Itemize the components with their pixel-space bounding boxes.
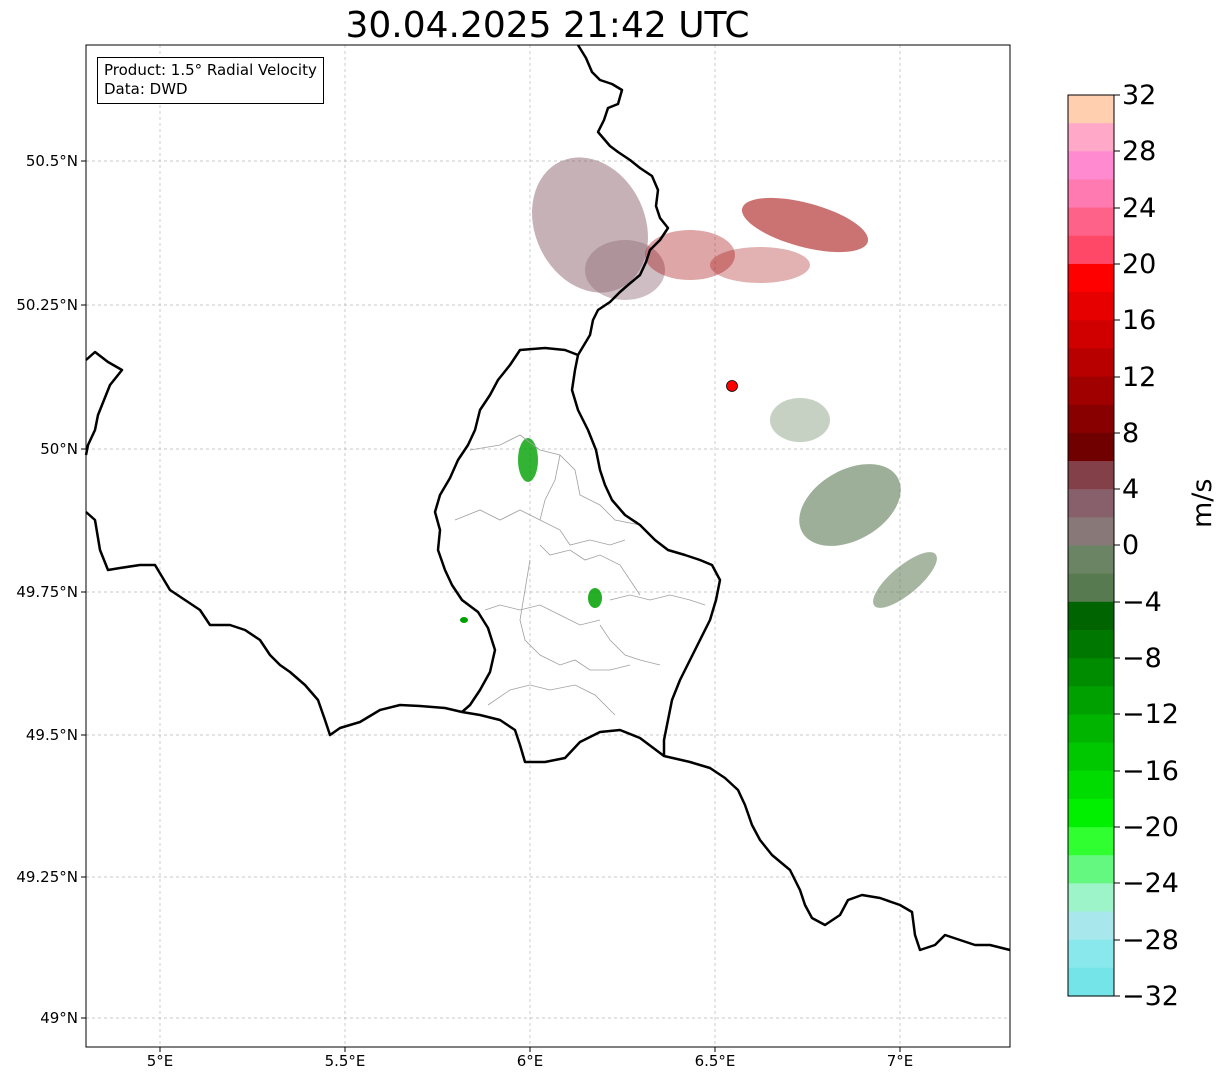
product-label: Product: 1.5° Radial Velocity — [104, 61, 317, 79]
y-tick-label: 49.25°N — [16, 868, 78, 886]
colorbar-tick-label: −32 — [1122, 981, 1179, 1012]
colorbar-tick-label: 20 — [1122, 249, 1157, 280]
tick-marks — [81, 160, 901, 1052]
echoes-red — [645, 197, 869, 283]
colorbar-swatch — [1068, 320, 1114, 350]
colorbar-swatch — [1068, 686, 1114, 716]
colorbar-swatch — [1068, 770, 1114, 800]
colorbar-swatch — [1068, 545, 1114, 575]
colorbar-swatch — [1068, 827, 1114, 856]
colorbar-swatch — [1068, 263, 1114, 293]
echoes-darkgreen — [770, 398, 937, 608]
x-tick-label: 5°E — [146, 1052, 174, 1070]
colorbar-ticks — [1114, 94, 1120, 997]
colorbar-tick-label: −28 — [1122, 925, 1179, 956]
colorbar-tick-label: 24 — [1122, 193, 1157, 224]
colorbar-tick-label: 28 — [1122, 136, 1157, 167]
colorbar-tick-label: −16 — [1122, 756, 1179, 787]
colorbar-tick-label: 16 — [1122, 305, 1157, 336]
colorbar-tick-label: 8 — [1122, 418, 1140, 449]
colorbar-tick-label: −20 — [1122, 812, 1179, 843]
colorbar-tick-label: 0 — [1122, 530, 1140, 561]
colorbar-swatch — [1068, 855, 1114, 884]
colorbar-swatch — [1068, 629, 1114, 659]
colorbar-swatch — [1068, 742, 1114, 772]
colorbar-swatch — [1068, 207, 1114, 237]
colorbar-unit-label: m/s — [1187, 478, 1218, 528]
country-borders — [84, 44, 1011, 952]
colorbar-swatch — [1068, 658, 1114, 687]
colorbar-swatch — [1068, 461, 1114, 490]
colorbar-swatch — [1068, 967, 1114, 997]
colorbar-tick-label: 32 — [1122, 80, 1157, 111]
colorbar-swatch — [1068, 376, 1114, 406]
colorbar-tick-label: −4 — [1122, 587, 1162, 618]
colorbar — [1068, 95, 1114, 997]
colorbar-swatch — [1068, 714, 1114, 744]
colorbar-tick-label: 4 — [1122, 474, 1140, 505]
colorbar-tick-label: 12 — [1122, 362, 1157, 393]
gridlines — [86, 45, 1010, 1047]
colorbar-swatch — [1068, 573, 1114, 603]
y-tick-label: 50°N — [40, 440, 78, 458]
colorbar-swatch — [1068, 292, 1114, 321]
colorbar-swatch — [1068, 911, 1114, 941]
y-tick-label: 49°N — [40, 1009, 78, 1027]
map-frame — [85, 44, 1011, 1048]
echoes-green — [460, 438, 602, 623]
colorbar-swatch — [1068, 123, 1114, 152]
colorbar-tick-label: −8 — [1122, 643, 1162, 674]
colorbar-swatch — [1068, 95, 1114, 124]
x-tick-label: 6.5°E — [694, 1052, 736, 1070]
colorbar-tick-label: −12 — [1122, 699, 1179, 730]
district-boundaries — [454, 434, 706, 716]
colorbar-swatch — [1068, 432, 1114, 462]
colorbar-swatch — [1068, 404, 1114, 434]
colorbar-swatch — [1068, 151, 1114, 181]
product-info-box: Product: 1.5° Radial Velocity Data: DWD — [97, 57, 324, 104]
map-title: 30.04.2025 21:42 UTC — [345, 5, 750, 46]
colorbar-swatch — [1068, 517, 1114, 547]
colorbar-swatch — [1068, 179, 1114, 209]
data-source-label: Data: DWD — [104, 80, 188, 98]
colorbar-swatch — [1068, 489, 1114, 518]
x-tick-label: 5.5°E — [324, 1052, 366, 1070]
y-tick-label: 50.5°N — [25, 152, 78, 170]
colorbar-swatch — [1068, 235, 1114, 265]
colorbar-swatch — [1068, 601, 1114, 631]
y-tick-label: 50.25°N — [16, 296, 78, 314]
colorbar-swatch — [1068, 883, 1114, 913]
colorbar-swatch — [1068, 798, 1114, 828]
echoes-mauve — [532, 157, 665, 300]
y-tick-label: 49.5°N — [25, 726, 78, 744]
x-tick-label: 6°E — [516, 1052, 544, 1070]
y-tick-label: 49.75°N — [16, 583, 78, 601]
radar-site-marker — [726, 380, 738, 392]
colorbar-swatch — [1068, 939, 1114, 969]
x-tick-label: 7°E — [886, 1052, 914, 1070]
colorbar-tick-label: −24 — [1122, 868, 1179, 899]
colorbar-swatch — [1068, 348, 1114, 378]
